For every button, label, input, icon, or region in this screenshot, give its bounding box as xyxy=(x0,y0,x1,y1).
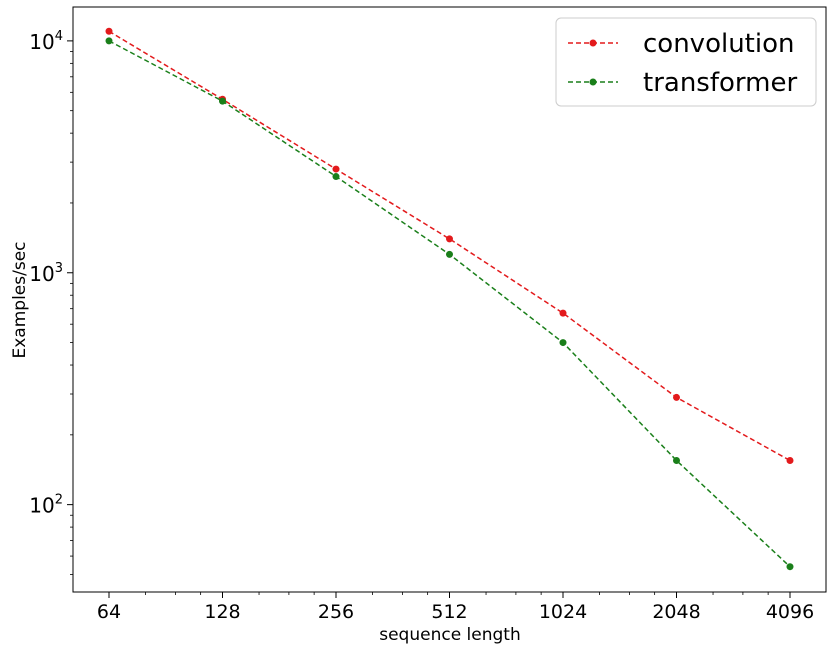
data-point-convolution xyxy=(786,457,794,465)
legend-box xyxy=(555,17,817,107)
data-point-transformer xyxy=(332,173,340,181)
y-tick-exponent: 2 xyxy=(55,493,63,508)
y-axis-label: Examples/sec xyxy=(10,242,30,359)
data-point-transformer xyxy=(446,250,453,258)
legend-marker-transformer xyxy=(589,78,597,86)
data-point-convolution xyxy=(446,235,453,243)
legend-marker-convolution xyxy=(589,39,597,47)
y-tick-base: 10 xyxy=(29,30,54,54)
data-point-convolution xyxy=(332,165,340,173)
y-tick-label: 103 xyxy=(29,261,63,286)
data-point-convolution xyxy=(105,27,113,35)
x-tick-label: 1024 xyxy=(539,601,587,623)
x-tick-label: 128 xyxy=(204,601,240,623)
y-tick-base: 10 xyxy=(29,494,54,518)
legend-label-transformer: transformer xyxy=(643,68,797,98)
data-point-transformer xyxy=(105,37,113,45)
y-tick-label: 104 xyxy=(29,29,63,54)
y-tick-exponent: 3 xyxy=(55,261,63,276)
legend: convolution transformer xyxy=(555,17,817,107)
data-point-convolution xyxy=(559,309,567,317)
x-tick-label: 256 xyxy=(318,601,354,623)
y-tick-base: 10 xyxy=(29,262,54,286)
x-tick-label: 2048 xyxy=(652,601,700,623)
data-point-transformer xyxy=(219,97,226,105)
data-point-transformer xyxy=(559,339,567,347)
x-tick-label: 512 xyxy=(431,601,467,623)
y-tick-exponent: 4 xyxy=(55,29,63,44)
data-point-transformer xyxy=(673,457,680,465)
data-point-transformer xyxy=(786,563,794,571)
legend-label-convolution: convolution xyxy=(643,29,794,59)
y-tick-label: 102 xyxy=(29,493,63,518)
x-tick-label: 64 xyxy=(97,601,121,623)
series-line-transformer xyxy=(108,40,791,568)
data-point-convolution xyxy=(673,393,680,401)
x-axis-label: sequence length xyxy=(379,625,521,645)
x-tick-label: 4096 xyxy=(766,601,814,623)
series-layer xyxy=(105,27,794,571)
x-axis: 64 128 256 512 1024 2048 4096 xyxy=(97,592,814,623)
